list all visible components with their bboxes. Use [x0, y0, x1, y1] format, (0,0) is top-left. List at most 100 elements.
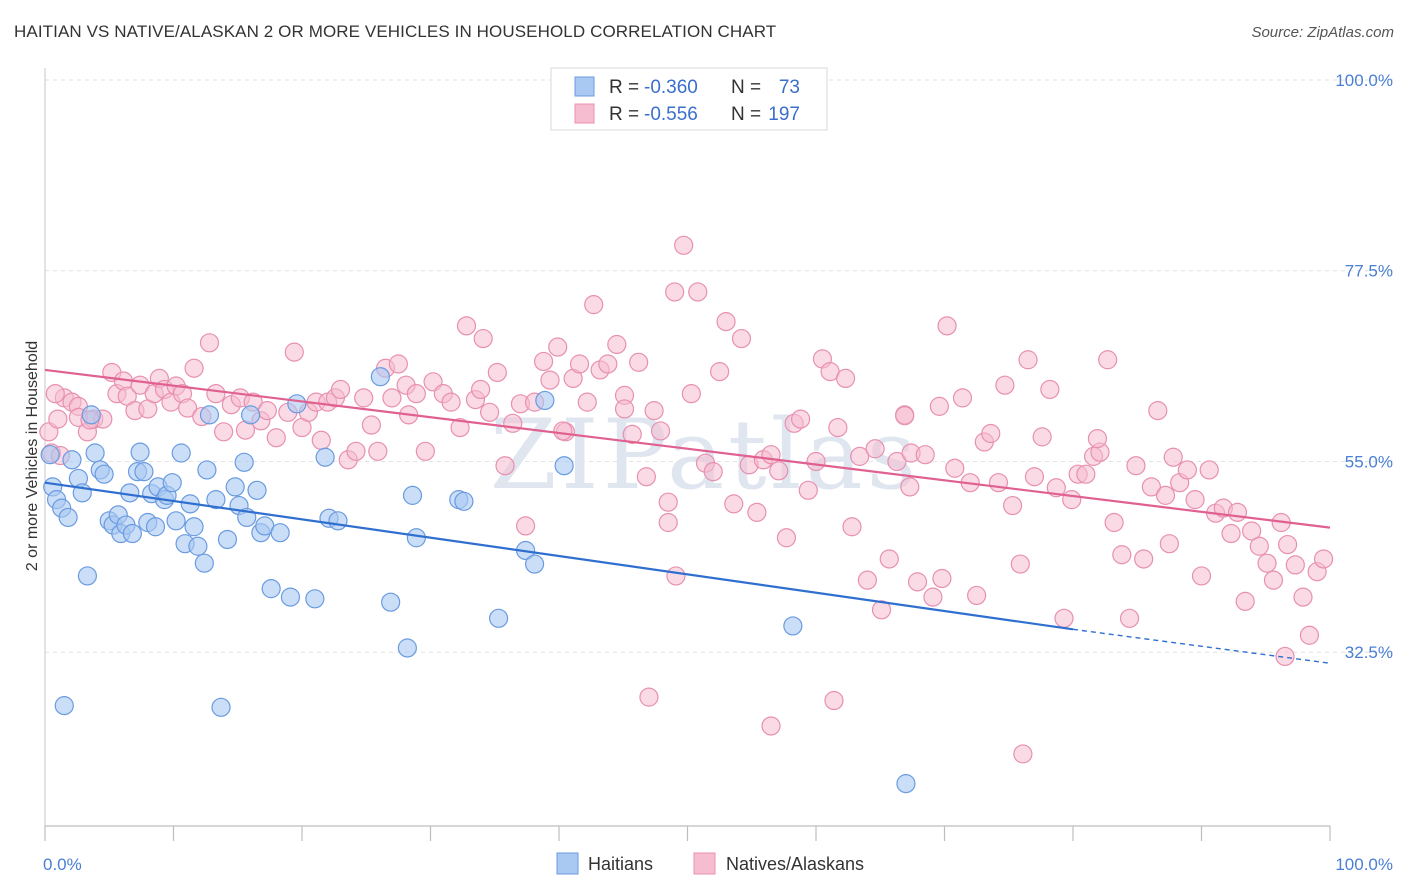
natives-point	[724, 494, 744, 514]
natives-point	[658, 492, 678, 512]
natives-point	[1263, 570, 1284, 590]
natives-point	[981, 423, 1001, 444]
x-tick-label-0: 0.0%	[43, 855, 82, 874]
natives-point	[929, 396, 949, 416]
natives-point	[614, 399, 635, 419]
natives-point	[937, 316, 957, 336]
y-tick-label-2: 55.0%	[1345, 452, 1393, 471]
natives-point	[865, 439, 885, 459]
haitians-point	[134, 462, 154, 482]
natives-point	[441, 392, 461, 412]
legend-n-label-1: N =	[731, 77, 761, 98]
natives-trend-line	[44, 368, 1331, 529]
natives-point	[824, 690, 844, 711]
haitians-point	[328, 511, 348, 531]
natives-point	[48, 409, 68, 429]
natives-point	[515, 516, 536, 536]
natives-point	[1003, 495, 1023, 516]
natives-point	[907, 572, 928, 592]
natives-point	[681, 384, 701, 404]
natives-point	[1141, 477, 1161, 497]
natives-point	[835, 368, 856, 388]
natives-point	[658, 512, 678, 533]
natives-point	[1062, 490, 1082, 510]
legend-n-value-1: 73	[779, 77, 800, 98]
natives-point	[769, 461, 789, 481]
haitians-point	[270, 523, 290, 543]
natives-point	[382, 388, 402, 408]
haitians-point	[211, 697, 231, 717]
natives-point	[1249, 536, 1269, 556]
haitians-point	[130, 442, 150, 462]
haitians-point	[305, 589, 325, 609]
natives-point	[471, 379, 491, 400]
natives-point	[1032, 427, 1052, 447]
natives-point	[666, 566, 686, 586]
haitians-point	[454, 491, 474, 511]
haitians-point	[184, 517, 204, 537]
chart-title: HAITIAN VS NATIVE/ALASKAN 2 OR MORE VEHI…	[14, 22, 777, 41]
natives-point	[206, 384, 226, 404]
haitians-point	[535, 390, 555, 411]
natives-point	[952, 388, 973, 408]
natives-point	[1277, 534, 1298, 555]
natives-point	[988, 473, 1009, 493]
y-tick-labels: 100.0% 77.5% 55.0% 32.5%	[1335, 71, 1393, 662]
natives-point	[406, 384, 426, 404]
bottom-legend-swatch-haitians	[556, 852, 579, 875]
haitians-point	[188, 536, 208, 556]
legend-r-value-1: -0.360	[644, 77, 698, 98]
legend-swatch-natives	[574, 103, 595, 124]
haitians-point	[402, 485, 423, 505]
x-tick-label-1: 100.0%	[1335, 855, 1393, 874]
natives-point	[1293, 587, 1313, 607]
natives-point	[1076, 464, 1096, 484]
haitians-point	[370, 367, 390, 387]
natives-point	[665, 282, 685, 302]
legend-r-value-2: -0.556	[644, 104, 698, 125]
natives-point	[842, 517, 862, 537]
natives-point	[487, 362, 507, 383]
natives-point	[1163, 447, 1183, 467]
haitians-point	[217, 529, 238, 550]
legend-n-label-2: N =	[731, 104, 761, 125]
natives-point	[1185, 490, 1205, 510]
trend-lines	[44, 368, 1331, 664]
haitians-point	[783, 616, 803, 636]
natives-point	[1155, 485, 1176, 505]
haitians-point	[225, 477, 245, 497]
natives-point	[644, 401, 664, 421]
natives-point	[1040, 379, 1060, 400]
natives-point	[1104, 512, 1124, 533]
natives-point	[1191, 566, 1212, 586]
natives-point	[1299, 625, 1320, 645]
natives-point	[945, 458, 965, 478]
y-tick-label-1: 77.5%	[1345, 262, 1393, 281]
source-label: Source: ZipAtlas.com	[1251, 24, 1394, 41]
natives-point	[1098, 350, 1118, 370]
natives-point	[1018, 350, 1038, 370]
natives-point	[629, 352, 649, 372]
natives-point	[1199, 460, 1219, 480]
natives-point	[577, 392, 597, 412]
natives-point	[710, 362, 730, 382]
haitians-point	[381, 592, 401, 612]
natives-point	[368, 441, 388, 461]
natives-point	[1242, 521, 1262, 541]
natives-point	[900, 477, 920, 497]
haitians-point	[62, 450, 82, 470]
natives-point	[650, 421, 671, 441]
natives-point	[674, 235, 694, 255]
haitians-point	[94, 464, 114, 484]
natives-point	[828, 417, 848, 438]
haitians-point	[54, 696, 74, 716]
natives-point	[266, 428, 286, 448]
natives-point	[415, 441, 435, 461]
natives-point	[495, 456, 515, 476]
haitians-trend-extension	[1072, 628, 1331, 664]
legend-n-value-2: 197	[768, 104, 800, 125]
haitians-point	[199, 405, 220, 425]
natives-point	[879, 549, 899, 569]
haitians-point	[234, 452, 254, 472]
